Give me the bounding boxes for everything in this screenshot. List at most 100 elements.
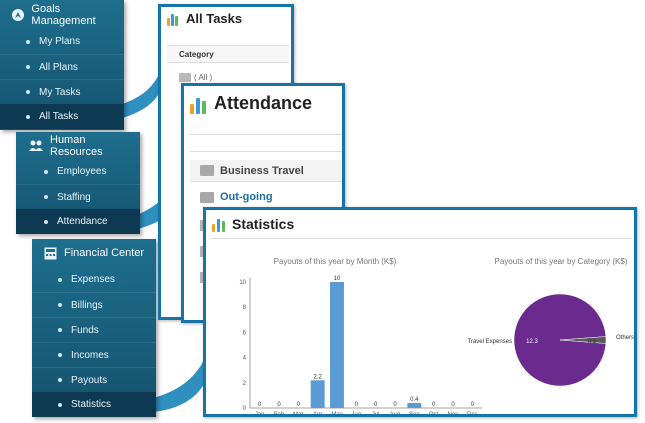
attendance-header-row [190,134,342,152]
bar-value-label: 2.2 [313,374,322,380]
bar-value-label: 0.4 [410,397,419,403]
financial-center-header[interactable]: Financial Center [32,240,156,266]
nav-item-label: Staffing [57,191,91,203]
bar-value-label: 0 [471,402,475,408]
bullet-icon [58,328,62,332]
all-tasks-title: All Tasks [186,11,243,26]
pie-slice-others [559,336,607,344]
bar-value-label: 10 [334,276,341,282]
bar-value-label: 0 [277,402,281,408]
bullet-icon [44,169,48,174]
nav-item-payouts[interactable]: Payouts [32,367,156,392]
pie-chart-marks: 12.3 0.3 Travel Expenses Others [468,293,634,387]
bar-apr [310,380,325,408]
nav-item-staffing[interactable]: Staffing [16,184,140,209]
statistics-title-bar: Statistics [212,216,294,232]
category-row-label: ( All ) [194,73,213,82]
attendance-row-out-going[interactable]: Out-going [190,186,342,208]
category-header-label: Category [179,50,214,59]
attendance-title-bar: Attendance [190,93,312,114]
pie-category-label: Others [616,335,634,341]
bar-value-label: 0 [432,402,436,408]
nav-item-label: Statistics [71,399,112,410]
nav-item-attendance[interactable]: Attendance [16,209,140,234]
nav-item-employees[interactable]: Employees [16,159,140,184]
nav-item-label: Funds [71,324,99,336]
goals-management-header[interactable]: Goals Management [0,2,124,28]
x-tick-label: Nov [448,412,459,417]
bar-may [330,282,344,408]
x-tick-label: Jul [372,412,380,417]
finance-nav-panel: Financial Center Expenses Billings Funds… [32,239,156,417]
pie-slice-travel-expenses [513,293,607,387]
pie-value-label: 12.3 [526,339,538,345]
nav-item-label: Expenses [71,274,115,285]
bar-value-label: 0 [393,402,397,408]
pie-chart-title: Payouts of this year by Category (K$) [495,257,628,266]
folder-icon [200,191,214,203]
hr-nav-panel: Human Resources Employees Staffing Atten… [16,132,140,234]
pie-value-label: 0.3 [588,339,597,345]
bullet-icon [26,90,30,94]
attendance-title: Attendance [214,93,313,113]
nav-item-label: Billings [71,299,103,311]
app-logo-icon [212,216,227,232]
x-tick-label: Aug [390,412,401,417]
bullet-icon [26,39,30,44]
nav-item-billings[interactable]: Billings [32,292,156,317]
attendance-row-business-travel[interactable]: Business Travel [190,160,342,182]
y-tick-label: 10 [239,280,246,286]
y-tick-label: 2 [243,381,247,387]
statistics-charts: Payouts of this year by Month (K$) 0 2 4 6 8… [239,257,634,417]
nav-item-expenses[interactable]: Expenses [32,267,156,292]
attendance-row-label: Business Travel [220,164,304,177]
bullet-icon [44,195,48,199]
nav-item-label: All Tasks [39,111,79,122]
financial-center-title: Financial Center [64,247,145,259]
app-logo-icon [190,94,208,114]
bullet-icon [58,353,62,357]
bullet-icon [58,277,62,282]
folder-icon [200,165,214,176]
attendance-row-label: Out-going [220,191,273,203]
bullet-icon [58,303,62,307]
x-tick-label: Jun [351,412,361,417]
title-divider [210,238,632,239]
x-tick-label: Mar [293,412,303,417]
bullet-icon [26,65,30,69]
y-tick-label: 6 [243,330,247,336]
bar-value-label: 0 [451,402,455,408]
calculator-icon [42,245,58,261]
nav-item-label: All Plans [39,61,78,73]
bullet-icon [58,402,62,407]
category-row-all[interactable]: ( All ) [179,73,212,82]
y-tick-label: 8 [243,305,247,311]
x-tick-label: Jan [255,412,265,417]
bar-value-label: 0 [355,402,359,408]
nav-item-label: Incomes [71,349,109,361]
y-tick-label: 4 [243,356,247,362]
people-icon [28,138,44,154]
x-tick-label: Sep [409,412,420,417]
nav-item-incomes[interactable]: Incomes [32,342,156,367]
nav-item-my-plans[interactable]: My Plans [0,29,124,54]
bullet-icon [26,114,30,119]
nav-item-my-tasks[interactable]: My Tasks [0,79,124,104]
bar-value-label: 0 [258,402,262,408]
nav-item-statistics[interactable]: Statistics [32,392,156,417]
nav-item-funds[interactable]: Funds [32,317,156,342]
x-tick-label: Oct [429,412,439,417]
nav-item-all-plans[interactable]: All Plans [0,54,124,79]
nav-item-all-tasks[interactable]: All Tasks [0,104,124,129]
category-column-header[interactable]: Category [167,45,289,63]
human-resources-header[interactable]: Human Resources [16,133,140,159]
x-tick-label: Apr [313,412,322,417]
bar-chart-title: Payouts of this year by Month (K$) [274,257,397,266]
nav-item-label: Payouts [71,374,108,386]
x-tick-label: Dec [467,412,478,417]
statistics-title: Statistics [232,216,295,232]
goals-management-title: Goals Management [31,3,96,27]
pie-category-label: Travel Expenses [468,339,512,345]
bar-value-label: 0 [297,402,301,408]
